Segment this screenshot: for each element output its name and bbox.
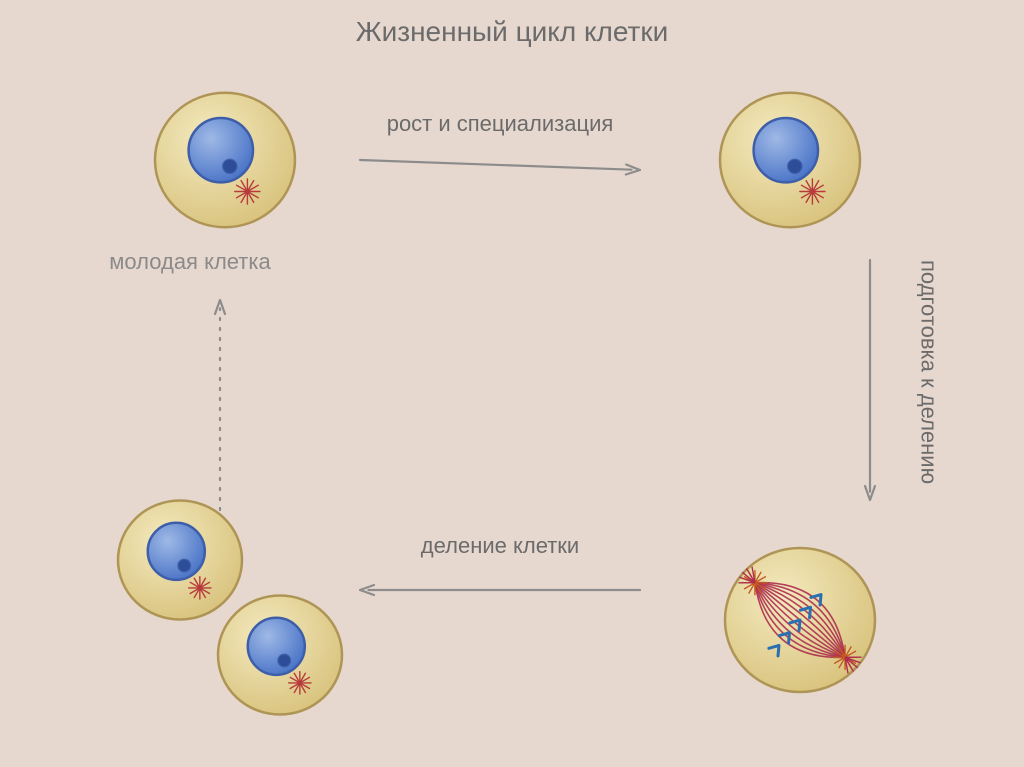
label-growth: рост и специализация (350, 111, 650, 137)
label-division: деление клетки (350, 533, 650, 559)
arrow-prep (850, 240, 890, 520)
diagram-title: Жизненный цикл клетки (0, 16, 1024, 48)
cell-dividing (715, 532, 885, 702)
diagram-stage: Жизненный цикл клетки молодая клетка рост … (0, 0, 1024, 767)
cell-grown (710, 77, 870, 237)
arrow-division (340, 570, 660, 610)
cell-daughter-b (208, 580, 352, 724)
label-prep: подготовка к делению (915, 260, 941, 520)
arrow-growth (340, 140, 660, 190)
label-young_cell: молодая клетка (40, 249, 340, 275)
cell-young (145, 77, 305, 237)
